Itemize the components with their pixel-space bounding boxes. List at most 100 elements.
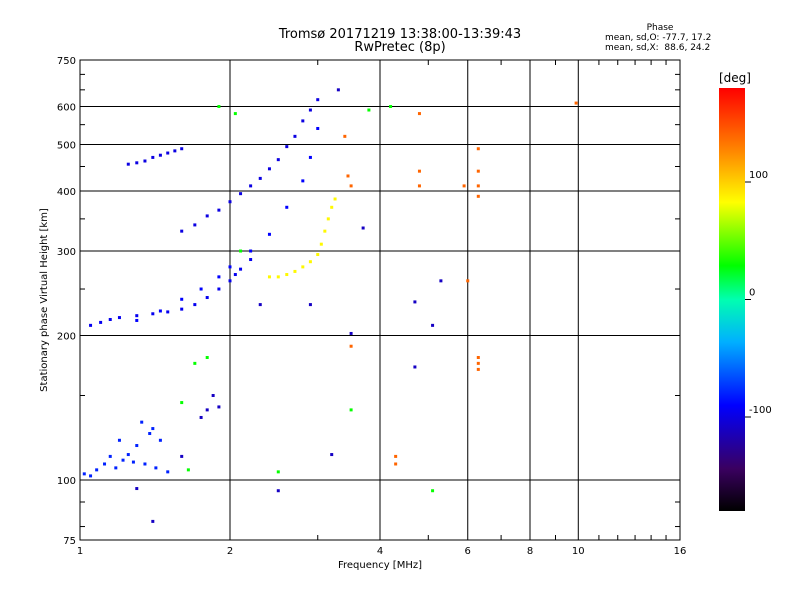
data-point [158,309,162,313]
data-point [476,169,480,173]
data-point [326,217,330,221]
data-point [117,438,121,442]
data-point [330,205,334,209]
chart-title-line2: RwPretec (8p) [354,40,446,55]
data-point [367,108,371,112]
data-point [394,454,398,458]
data-point [462,184,466,188]
data-point [389,105,393,109]
data-point [148,432,152,436]
data-point [301,265,305,269]
data-point [143,159,147,163]
data-point [89,474,93,478]
data-point [249,184,253,188]
data-point [158,438,162,442]
data-point [258,176,262,180]
x-axis-label: Frequency [MHz] [338,560,422,571]
x-tick-label: 8 [527,546,533,557]
colorbar [719,88,745,511]
data-point [413,365,417,369]
data-point [239,192,243,196]
data-point [217,405,221,409]
x-tick-label: 4 [377,546,383,557]
data-point [193,223,197,227]
data-point [103,462,107,466]
data-point [228,200,232,204]
data-point [349,331,353,335]
data-point [394,462,398,466]
data-point [308,108,312,112]
data-point [249,258,253,262]
data-point [99,320,103,324]
data-point [180,401,184,405]
data-point [126,453,130,457]
data-point [346,174,350,178]
data-point [193,361,197,365]
data-point [205,214,209,218]
data-point [267,232,271,236]
phase-stats-x: mean, sd,X: 88.6, 24.2 [605,43,711,53]
data-point [417,184,421,188]
data-point [135,487,139,491]
colorbar-tick-label: -100 [749,405,772,416]
data-point [108,454,112,458]
data-point [151,312,155,316]
data-point [217,287,221,291]
y-tick-label: 750 [57,56,76,67]
y-axis-label: Stationary phase Virtual Height [km] [39,208,50,392]
data-point [276,275,280,279]
data-point [316,126,320,130]
data-point [476,361,480,365]
colorbar-label: [deg] [719,71,751,85]
colorbar-tick-label: 0 [749,288,755,299]
x-tick-label: 2 [227,546,233,557]
grid-lines [80,60,680,540]
data-point [217,208,221,212]
data-point [117,316,121,320]
y-tick-label: 200 [57,332,76,343]
data-point [417,169,421,173]
data-point [316,98,320,102]
data-point [285,273,289,277]
data-point [361,226,365,230]
data-point [114,466,118,470]
data-point [293,134,297,138]
data-point [82,472,86,476]
data-points [82,88,578,523]
y-tick-label: 500 [57,141,76,152]
data-point [349,184,353,188]
data-point [267,167,271,171]
data-point [285,205,289,209]
y-tick-label: 300 [57,247,76,258]
data-point [233,112,237,116]
data-point [143,462,147,466]
data-point [276,158,280,162]
data-point [293,269,297,273]
x-tick-label: 16 [674,546,687,557]
data-point [333,197,337,201]
data-point [135,314,139,318]
data-point [439,279,443,283]
x-tick-label: 1 [77,546,83,557]
data-point [180,147,184,151]
data-point [323,229,327,233]
data-point [108,317,112,321]
data-point [476,355,480,359]
data-point [301,119,305,123]
data-point [267,275,271,279]
data-point [193,303,197,307]
data-point [166,470,170,474]
data-point [217,275,221,279]
data-point [476,147,480,151]
x-tick-label: 10 [572,546,585,557]
y-tick-label: 100 [57,476,76,487]
data-point [316,253,320,257]
data-point [135,318,139,322]
data-point [476,184,480,188]
data-point [151,519,155,523]
y-tick-label: 600 [57,103,76,114]
data-point [431,489,435,493]
x-tick-label: 6 [465,546,471,557]
data-point [233,273,237,277]
